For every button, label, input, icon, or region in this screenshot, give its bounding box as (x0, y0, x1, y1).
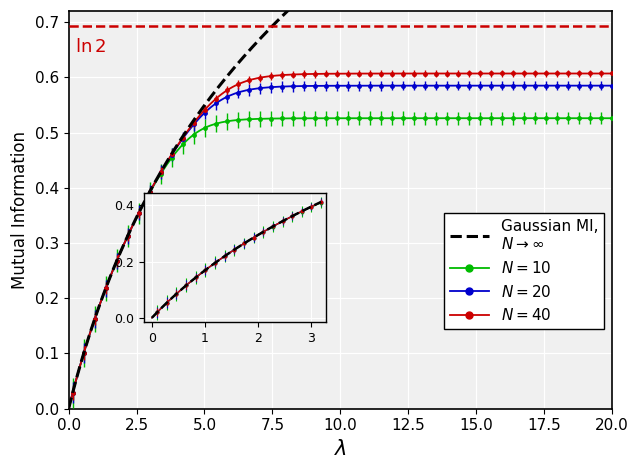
Line: Gaussian MI,
$N\to\infty$: Gaussian MI, $N\to\infty$ (68, 0, 317, 408)
Legend: Gaussian MI,
$N\to\infty$, $N = 10$, $N = 20$, $N = 40$: Gaussian MI, $N\to\infty$, $N = 10$, $N … (444, 213, 604, 329)
Y-axis label: Mutual Information: Mutual Information (11, 131, 29, 289)
Gaussian MI,
$N\to\infty$ (65, 406, 72, 411)
Gaussian MI,
$N\to\infty$ (251, 41, 259, 47)
Gaussian MI,
$N\to\infty$ (287, 5, 294, 11)
Gaussian MI,
$N\to\infty$ (255, 37, 263, 42)
Gaussian MI,
$N\to\infty$ (212, 88, 220, 94)
Text: $\ln 2$: $\ln 2$ (76, 38, 106, 56)
Gaussian MI,
$N\to\infty$ (118, 246, 125, 251)
X-axis label: $\lambda$: $\lambda$ (334, 439, 347, 459)
Gaussian MI,
$N\to\infty$ (228, 68, 236, 74)
